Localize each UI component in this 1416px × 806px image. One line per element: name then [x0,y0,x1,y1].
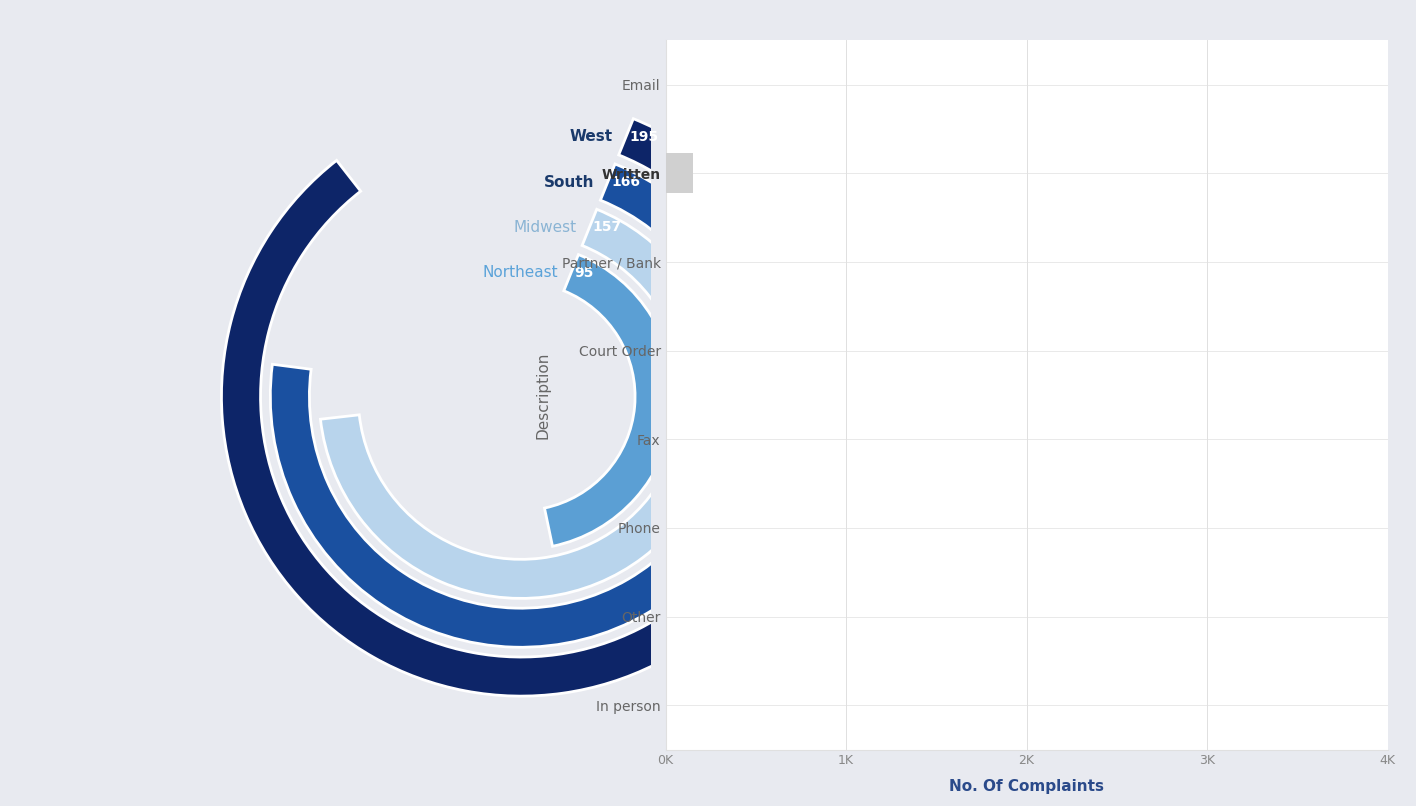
Bar [666,153,692,193]
Wedge shape [545,255,674,546]
Wedge shape [320,210,724,598]
Text: 95: 95 [575,266,593,280]
Text: 195: 195 [629,130,658,143]
X-axis label: No. Of Complaints: No. Of Complaints [949,779,1104,794]
Text: South: South [544,175,595,189]
Y-axis label: Description: Description [535,351,551,438]
Text: Midwest: Midwest [513,220,576,235]
Text: 166: 166 [610,175,640,189]
Text: 157: 157 [593,220,622,235]
Text: Northeast: Northeast [483,265,558,280]
Text: West: West [569,129,613,144]
Wedge shape [270,164,772,647]
Wedge shape [221,118,821,696]
